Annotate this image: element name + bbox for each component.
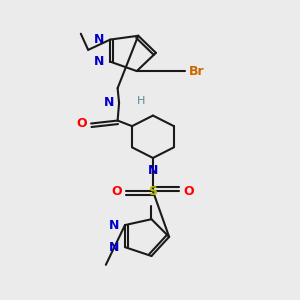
Text: N: N — [109, 219, 119, 232]
Text: N: N — [94, 55, 104, 68]
Text: O: O — [184, 185, 194, 198]
Text: O: O — [111, 185, 122, 198]
Text: Br: Br — [189, 64, 205, 78]
Text: N: N — [94, 33, 104, 46]
Text: N: N — [109, 241, 119, 254]
Text: H: H — [137, 95, 145, 106]
Text: S: S — [148, 185, 158, 198]
Text: N: N — [104, 96, 115, 110]
Text: N: N — [148, 164, 158, 177]
Text: O: O — [76, 117, 87, 130]
